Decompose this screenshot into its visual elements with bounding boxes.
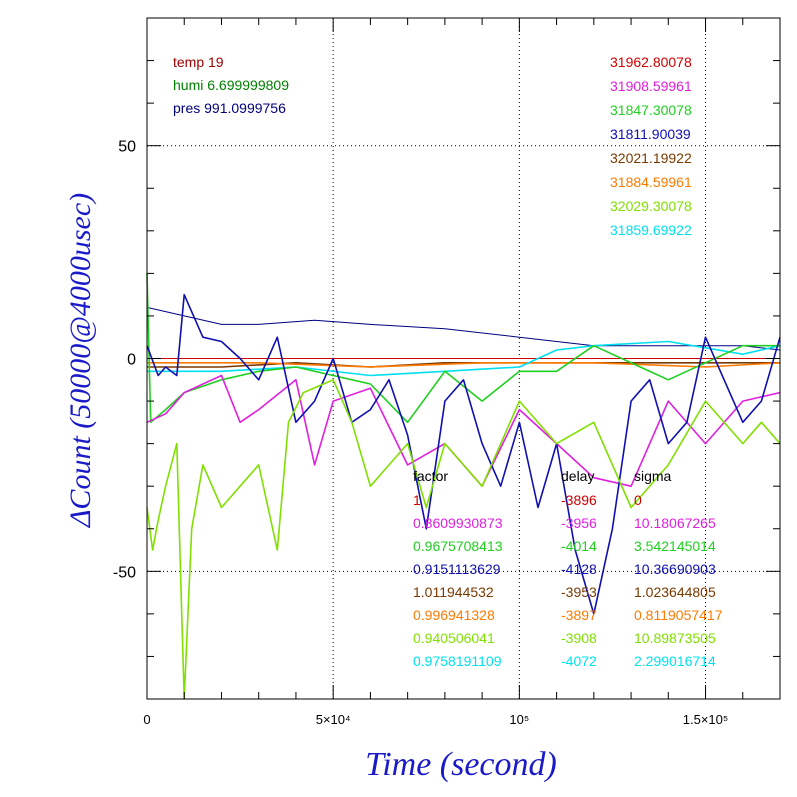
table-factor: 0.9675708413 (413, 538, 503, 554)
series-line (147, 340, 781, 377)
x-tick-label: 1.5×10⁵ (683, 712, 729, 727)
env-label: pres 991.0999756 (173, 100, 286, 116)
table-sigma: 2.299016714 (634, 653, 716, 669)
table-delay: -4128 (561, 561, 597, 577)
series-line (147, 361, 781, 368)
table-sigma: 10.18067265 (634, 515, 716, 531)
y-tick-label: -50 (113, 564, 136, 581)
table-factor: 1.011944532 (413, 584, 494, 600)
x-tick-label: 0 (143, 712, 150, 727)
series-line (146, 306, 781, 351)
table-factor: 0.8609930873 (413, 515, 503, 531)
x-axis-label: Time (second) (365, 746, 557, 783)
stats-table: factor delay sigma 1 -3896 0 0.8609930873 -3956… (413, 468, 723, 669)
means-legend: 31962.80078 31908.59961 31847.30078 31811.9… (610, 54, 692, 238)
mean-value: 31847.30078 (610, 102, 692, 118)
y-tick-label: 0 (127, 352, 136, 369)
table-delay: -3897 (561, 607, 597, 623)
table-factor: 0.9151113629 (413, 561, 501, 577)
series-line (146, 273, 780, 424)
table-sigma: 3.542145014 (634, 538, 716, 554)
table-sigma: 0.8119057417 (634, 607, 723, 623)
table-delay: -4072 (561, 653, 597, 669)
mean-value: 31859.69922 (610, 222, 692, 238)
env-label: humi 6.699999809 (173, 77, 289, 93)
y-tick-label: 50 (118, 139, 136, 156)
series-line (146, 293, 781, 615)
x-tick-label: 10⁵ (509, 712, 529, 727)
mean-value: 32021.19922 (610, 150, 692, 166)
y-axis-label: ΔCount (50000@4000usec) (64, 193, 97, 528)
table-sigma: 10.89873505 (634, 630, 716, 646)
mean-value: 31811.90039 (610, 126, 691, 142)
table-delay: -3896 (561, 492, 597, 508)
table-delay: -3953 (561, 584, 597, 600)
table-delay: -3956 (561, 515, 597, 531)
table-header-delay: delay (561, 468, 594, 484)
mean-value: 31962.80078 (610, 54, 692, 70)
table-factor: 0.996941328 (413, 607, 495, 623)
series-line (146, 378, 781, 700)
table-header-sigma: sigma (634, 468, 672, 484)
mean-value: 31908.59961 (610, 78, 692, 94)
table-delay: -3908 (561, 630, 597, 646)
table-sigma: 10.36690903 (634, 561, 716, 577)
table-header-factor: factor (413, 468, 448, 484)
axis-ticks: 0 5×10⁴ 10⁵ 1.5×10⁵ 50 0 -50 (113, 18, 780, 727)
table-sigma: 1.023644805 (634, 584, 716, 600)
table-delay: -4014 (561, 538, 597, 554)
series-lines (146, 273, 781, 700)
x-tick-label: 5×10⁴ (316, 712, 351, 727)
table-factor: 1 (413, 492, 421, 508)
mean-value: 32029.30078 (610, 198, 692, 214)
env-legend: temp 19 humi 6.699999809 pres 991.0999756 (173, 54, 289, 116)
series-line (146, 374, 781, 488)
env-label: temp 19 (173, 54, 224, 70)
mean-value: 31884.59961 (610, 174, 692, 190)
table-factor: 0.9758191109 (413, 653, 502, 669)
table-factor: 0.940506041 (413, 630, 495, 646)
table-sigma: 0 (634, 492, 642, 508)
